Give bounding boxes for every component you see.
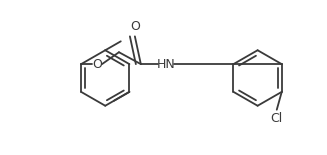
Text: HN: HN xyxy=(156,58,175,71)
Text: O: O xyxy=(92,58,102,71)
Text: O: O xyxy=(130,20,140,33)
Text: Cl: Cl xyxy=(271,112,283,125)
